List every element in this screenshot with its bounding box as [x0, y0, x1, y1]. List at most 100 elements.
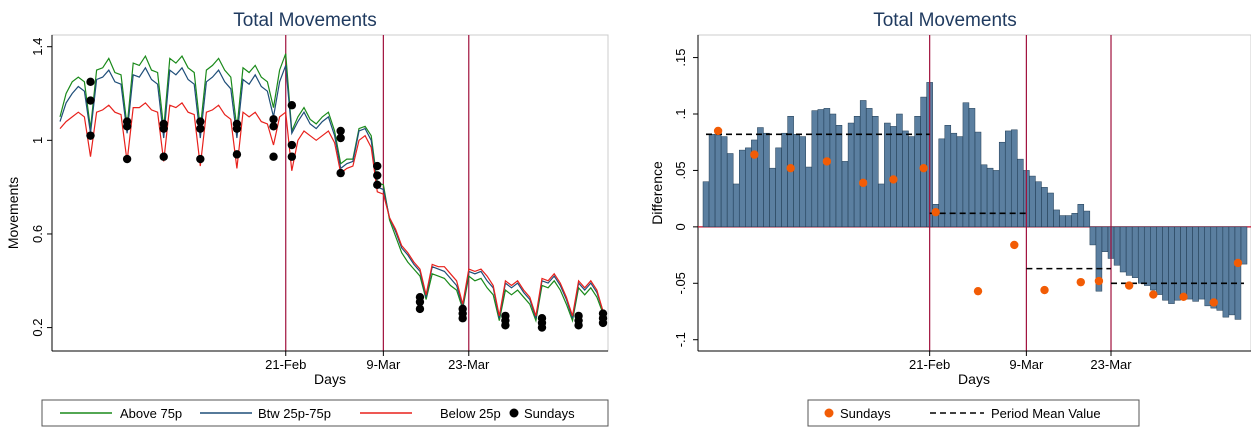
- left-x-ticks: 21-Feb 9-Mar 23-Mar: [52, 350, 608, 372]
- right-bar: [884, 122, 891, 228]
- left-sunday-marker: [196, 117, 205, 126]
- right-bar: [781, 132, 788, 228]
- left-y-axis-label: Movements: [5, 177, 21, 249]
- left-series-below25: [59, 102, 604, 317]
- right-bar: [1192, 226, 1199, 302]
- right-sunday-marker: [786, 163, 795, 173]
- right-bar: [865, 108, 873, 228]
- right-bar: [763, 132, 770, 228]
- left-sunday-marker: [86, 77, 95, 87]
- right-sunday-marker: [1209, 298, 1218, 307]
- right-bar: [920, 96, 927, 228]
- right-bar: [1005, 130, 1012, 228]
- right-bar: [962, 102, 970, 228]
- right-event-lines: [929, 35, 1112, 351]
- right-bar: [732, 183, 740, 228]
- right-bar: [1210, 226, 1218, 309]
- right-bar: [1180, 226, 1187, 300]
- right-bar: [817, 109, 825, 228]
- left-sunday-marker: [458, 314, 467, 323]
- right-bars: [702, 82, 1248, 320]
- right-bar: [1047, 192, 1054, 228]
- right-y-tick-label: -.1: [673, 332, 688, 347]
- right-sunday-marker: [973, 286, 983, 296]
- right-bar: [1216, 226, 1224, 311]
- right-bar: [1041, 187, 1048, 228]
- right-sunday-marker: [1179, 292, 1188, 302]
- left-plot-area: [51, 34, 609, 352]
- right-bar: [1240, 226, 1248, 265]
- right-bar: [1228, 226, 1236, 316]
- left-x-tick-label: 23-Mar: [448, 357, 490, 372]
- right-bar: [1222, 226, 1230, 318]
- right-bar: [757, 127, 764, 228]
- right-y-axis: -.1 -.05 0 .05 .1 .15: [673, 35, 1251, 351]
- right-bar: [1095, 226, 1103, 292]
- right-bar: [1071, 213, 1078, 228]
- left-sunday-marker: [537, 323, 547, 332]
- right-sunday-marker: [750, 150, 759, 159]
- right-sunday-marker: [1124, 281, 1134, 290]
- right-bar: [872, 116, 879, 228]
- right-sunday-marker: [1094, 276, 1104, 286]
- legend-above75-label: Above 75p: [120, 406, 182, 421]
- right-y-axis-label: Difference: [649, 161, 665, 225]
- right-bar: [1083, 210, 1091, 228]
- right-bar: [1186, 226, 1193, 300]
- right-bar: [720, 136, 728, 228]
- left-sunday-marker: [86, 96, 95, 105]
- right-bar: [708, 134, 716, 228]
- right-sunday-marker: [713, 126, 723, 136]
- right-bar: [968, 108, 976, 228]
- right-sunday-marker: [1010, 240, 1019, 250]
- right-sunday-marker: [1149, 290, 1158, 299]
- right-bar: [1101, 226, 1109, 252]
- left-sunday-marker: [287, 140, 297, 150]
- left-sunday-marker: [287, 101, 297, 110]
- left-y-axis: 0.2 0.6 1 1.4: [30, 35, 53, 351]
- left-chart-title: Total Movements: [233, 10, 377, 31]
- right-bar: [896, 113, 903, 228]
- left-y-tick-label: 1: [30, 137, 45, 144]
- right-bar: [1234, 226, 1242, 320]
- right-sunday-marker: [1040, 285, 1049, 295]
- right-bar: [811, 110, 819, 228]
- right-bar: [1131, 226, 1139, 278]
- right-y-tick-label: -.05: [673, 272, 688, 294]
- right-bar: [1204, 226, 1211, 307]
- left-sunday-marker: [415, 297, 425, 307]
- right-bar: [1162, 226, 1169, 301]
- left-sunday-marker: [232, 124, 242, 133]
- right-bar: [1125, 226, 1133, 276]
- right-bar: [805, 166, 813, 228]
- right-sunday-marker: [931, 207, 940, 217]
- right-bar: [986, 167, 994, 228]
- right-bar: [1077, 204, 1085, 228]
- left-legend: Above 75p Btw 25p-75p Below 25p Sundays: [41, 399, 609, 427]
- left-sunday-marker: [287, 152, 297, 161]
- right-bar: [769, 167, 776, 228]
- left-y-tick-label: 1.4: [30, 38, 45, 56]
- left-sunday-marker: [232, 150, 242, 159]
- right-period-means: [706, 133, 1244, 285]
- left-sunday-marker: [122, 122, 132, 131]
- left-sunday-markers: [86, 77, 608, 332]
- left-series-btw25-75: [59, 65, 604, 319]
- left-sunday-marker: [373, 171, 382, 180]
- right-x-tick-label: 9-Mar: [1009, 357, 1044, 372]
- right-y-tick-label: 0: [673, 223, 688, 230]
- legend-sundays-marker: [509, 408, 519, 418]
- right-bar: [1017, 158, 1024, 228]
- right-bar: [902, 130, 909, 228]
- left-sunday-marker: [501, 321, 510, 330]
- right-panel: Total Movements -.1 -.05 0 .05 .1 .15 21-Feb 9…: [649, 10, 1251, 427]
- right-bar: [1029, 175, 1036, 228]
- right-bar: [829, 113, 837, 228]
- right-x-ticks: 21-Feb 9-Mar 23-Mar: [698, 350, 1251, 372]
- left-event-lines: [285, 35, 470, 351]
- left-sunday-marker: [598, 318, 608, 328]
- right-bar: [1156, 226, 1163, 295]
- right-bar: [1119, 226, 1127, 273]
- right-x-tick-label: 23-Mar: [1090, 357, 1132, 372]
- left-x-tick-label: 9-Mar: [366, 357, 401, 372]
